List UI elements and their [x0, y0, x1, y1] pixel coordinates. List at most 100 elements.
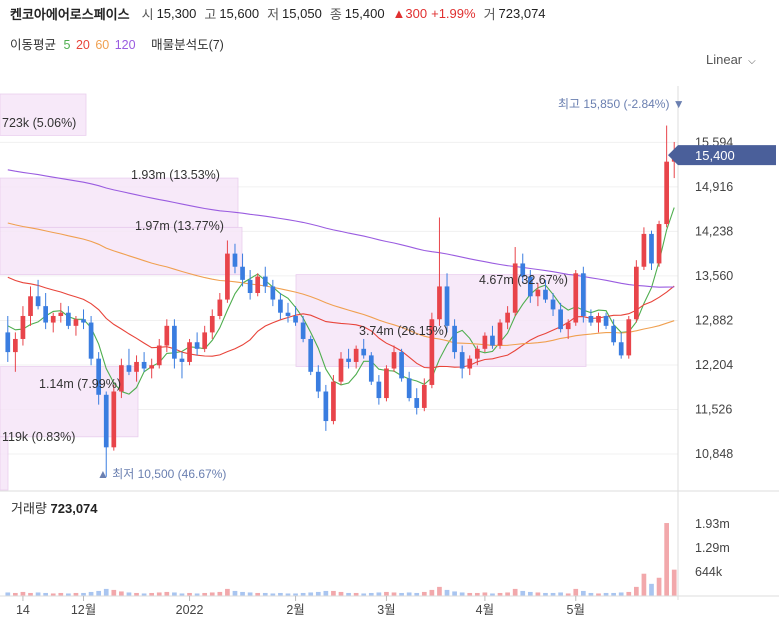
volume-bar	[641, 573, 647, 596]
volume-bar	[520, 590, 526, 596]
candle-body	[285, 312, 291, 316]
candle	[103, 391, 109, 477]
scale-dropdown[interactable]: Linear ⌵	[706, 52, 756, 67]
y-tick-label: 14,916	[695, 180, 733, 194]
candle-body	[13, 338, 18, 353]
ma5-legend[interactable]: 5	[63, 38, 71, 52]
volume-bar	[331, 590, 336, 596]
candle	[497, 319, 503, 349]
candle-body	[217, 299, 223, 316]
volume-profile-bar	[0, 436, 9, 491]
ma20-legend[interactable]: 20	[75, 38, 90, 52]
ma120-legend[interactable]: 120	[114, 38, 136, 52]
candle-body	[626, 319, 632, 356]
candle	[293, 306, 298, 326]
candle-body	[134, 361, 139, 372]
volume-bar	[28, 592, 33, 596]
candle-body	[73, 319, 79, 326]
candles	[5, 125, 677, 477]
candle-body	[603, 315, 609, 326]
y-tick-label: 13,560	[695, 269, 733, 283]
candle	[202, 325, 208, 353]
candle-body	[399, 352, 404, 379]
volume-bar	[527, 591, 533, 596]
candle	[315, 365, 321, 399]
volume-bar	[611, 592, 616, 596]
volume-profile-label: 1.97m (13.77%)	[135, 219, 224, 233]
candle-body	[618, 342, 624, 356]
price-tag-shape	[668, 145, 776, 166]
candle	[134, 355, 139, 382]
candle	[217, 293, 223, 320]
volume-bar	[96, 590, 102, 596]
candle-body	[331, 381, 336, 422]
candle-body	[103, 394, 109, 448]
volume-profile-legend[interactable]: 매물분석도(7)	[151, 38, 224, 52]
volume-bar	[179, 593, 185, 596]
close-value: 15,400	[344, 5, 385, 21]
candle	[421, 378, 427, 412]
candle	[141, 352, 147, 372]
candle-body	[58, 312, 64, 316]
volume-bar	[429, 589, 435, 596]
candle-body	[550, 299, 556, 310]
candle-body	[641, 233, 647, 267]
volume-bar	[43, 592, 48, 596]
volume-bar	[81, 592, 86, 596]
volume-bar	[406, 592, 412, 596]
volume-label: 거	[483, 6, 496, 22]
volume-bar	[573, 588, 579, 596]
candle-body	[35, 296, 41, 307]
candle-body	[482, 335, 488, 349]
volume-bar	[384, 591, 389, 596]
candle-body	[293, 315, 298, 323]
volume-bar	[444, 589, 450, 596]
candle-body	[247, 279, 253, 293]
candle-body	[421, 384, 427, 408]
candle	[634, 260, 639, 323]
candle-body	[255, 276, 261, 293]
volume-profile-bar	[0, 226, 243, 276]
volume-bars	[5, 523, 677, 596]
volume-bar	[467, 592, 473, 596]
volume-bar	[141, 593, 147, 596]
candle-body	[149, 365, 155, 369]
candle	[209, 309, 215, 339]
volume-bar	[35, 592, 41, 596]
candle-body	[467, 358, 473, 369]
volume-bar	[293, 593, 298, 596]
candle-body	[580, 273, 586, 316]
candle-body	[573, 273, 579, 323]
candle-body	[429, 319, 435, 385]
candle-body	[5, 332, 11, 353]
candle	[414, 388, 420, 415]
candle	[384, 365, 389, 402]
volume-bar	[361, 593, 367, 596]
candle	[520, 253, 526, 284]
candle-body	[338, 358, 344, 382]
candle-body	[512, 263, 518, 313]
volume-bar	[240, 591, 245, 596]
candle-body	[346, 358, 351, 362]
volume-bar	[209, 592, 215, 596]
candle	[588, 309, 594, 326]
volume-bar	[255, 592, 261, 596]
candle	[452, 319, 457, 359]
candle	[308, 335, 314, 376]
volume-bar	[437, 586, 442, 596]
candle	[179, 352, 185, 379]
indicator-legend: 이동평균 5 20 60 120 매물분석도(7)	[10, 34, 228, 53]
volume-tick-label: 1.93m	[695, 517, 730, 531]
candle-body	[232, 253, 238, 267]
candle-body	[497, 322, 503, 346]
ma60-legend[interactable]: 60	[95, 38, 110, 52]
candle	[482, 332, 488, 353]
candle	[368, 352, 374, 385]
volume-bar	[391, 592, 397, 596]
candle	[580, 266, 586, 323]
candle	[573, 270, 579, 326]
candle-body	[634, 266, 639, 320]
candle	[437, 217, 442, 326]
ma-legend-title[interactable]: 이동평균	[10, 38, 57, 52]
